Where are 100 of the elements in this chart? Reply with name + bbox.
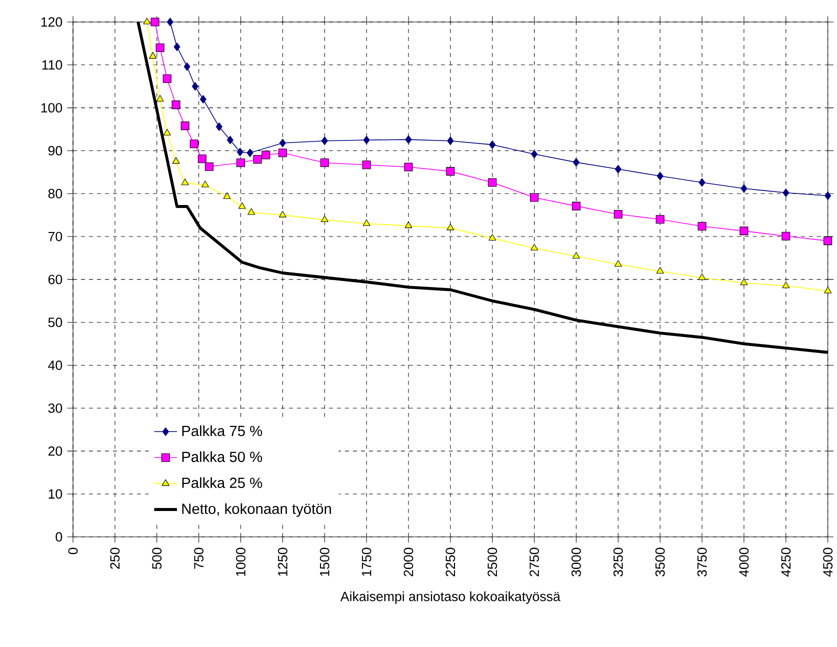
- point: [223, 192, 231, 199]
- point: [782, 232, 790, 240]
- point: [698, 222, 706, 231]
- point: [530, 193, 539, 202]
- point: [238, 202, 246, 209]
- point: [446, 167, 455, 176]
- x-tick-label: 0: [68, 548, 78, 554]
- point: [174, 42, 180, 52]
- x-tick-label: 3500: [655, 548, 665, 576]
- point: [447, 136, 454, 146]
- point: [698, 178, 706, 187]
- x-tick-label: 250: [110, 548, 120, 569]
- point: [320, 158, 329, 168]
- x-tick-label: 2500: [488, 548, 498, 576]
- point: [740, 184, 748, 193]
- point: [184, 62, 190, 71]
- point: [236, 158, 246, 168]
- x-axis-title: Aikaisempi ansiotaso kokoaikatyössä: [340, 591, 560, 604]
- point: [405, 135, 412, 144]
- legend-label: Netto, kokonaan työtön: [182, 503, 331, 517]
- point: [572, 202, 580, 210]
- point: [156, 95, 164, 102]
- point: [656, 172, 664, 180]
- x-tick-label: 3750: [697, 548, 707, 576]
- y-tick-label: 110: [42, 60, 62, 70]
- point: [180, 122, 190, 130]
- y-tick-label: 10: [48, 489, 62, 499]
- y-tick-label: 80: [48, 188, 62, 198]
- point: [740, 226, 748, 236]
- point: [172, 100, 180, 110]
- point: [362, 219, 370, 226]
- x-tick-label: 2750: [530, 548, 539, 576]
- y-tick-label: 70: [48, 232, 62, 242]
- point: [614, 210, 622, 219]
- point: [446, 224, 454, 230]
- point: [362, 160, 371, 170]
- point: [782, 282, 790, 288]
- point: [190, 140, 198, 148]
- point: [572, 158, 580, 167]
- point: [279, 138, 286, 148]
- point: [216, 122, 222, 132]
- point: [246, 148, 254, 158]
- y-tick-label: 30: [48, 404, 62, 413]
- point: [262, 150, 270, 160]
- point: [824, 286, 832, 294]
- point: [488, 234, 496, 241]
- x-tick-label: 2000: [404, 548, 414, 576]
- point: [226, 136, 234, 144]
- point: [363, 136, 370, 144]
- point: [200, 95, 206, 104]
- x-tick-label: 4500: [823, 548, 833, 577]
- y-tick-label: 0: [56, 532, 62, 542]
- point: [181, 178, 189, 186]
- y-tick-label: 40: [48, 360, 62, 370]
- point: [321, 136, 328, 146]
- point: [614, 164, 622, 174]
- x-tick-label: 500: [152, 548, 162, 570]
- point: [248, 208, 256, 215]
- point: [824, 236, 832, 246]
- x-tick-label: 3000: [572, 548, 581, 576]
- point: [278, 210, 286, 218]
- point: [614, 260, 622, 267]
- point: [162, 74, 172, 83]
- point: [278, 148, 287, 158]
- y-tick-label: 60: [48, 274, 62, 284]
- point: [156, 44, 164, 52]
- point: [150, 18, 160, 26]
- point: [656, 267, 664, 274]
- point: [489, 140, 496, 150]
- y-tick-label: 120: [41, 17, 62, 27]
- point: [192, 82, 198, 91]
- point: [143, 18, 151, 24]
- y-tick-label: 90: [48, 146, 62, 156]
- x-tick-label: 4250: [781, 548, 791, 577]
- point: [740, 278, 748, 286]
- point: [404, 222, 412, 228]
- point: [656, 215, 664, 224]
- point: [149, 52, 157, 59]
- point: [201, 180, 209, 188]
- legend-label: Palkka 25 %: [182, 477, 262, 488]
- point: [198, 154, 206, 164]
- x-tick-label: 3250: [613, 548, 623, 576]
- point: [404, 162, 413, 172]
- point: [824, 192, 832, 200]
- point: [253, 155, 262, 164]
- point: [172, 157, 180, 164]
- point: [163, 128, 171, 136]
- point: [236, 148, 244, 156]
- y-tick-label: 50: [48, 318, 62, 328]
- x-tick-label: 1000: [236, 548, 246, 576]
- x-tick-label: 1500: [320, 548, 330, 576]
- legend-label: Palkka 75 %: [182, 425, 262, 436]
- y-tick-label: 20: [48, 446, 62, 456]
- x-tick-label: 2250: [446, 548, 456, 576]
- point: [320, 216, 328, 222]
- point: [204, 162, 214, 171]
- point: [782, 188, 790, 198]
- point: [698, 274, 706, 280]
- point: [530, 244, 538, 250]
- x-tick-label: 1750: [362, 548, 372, 576]
